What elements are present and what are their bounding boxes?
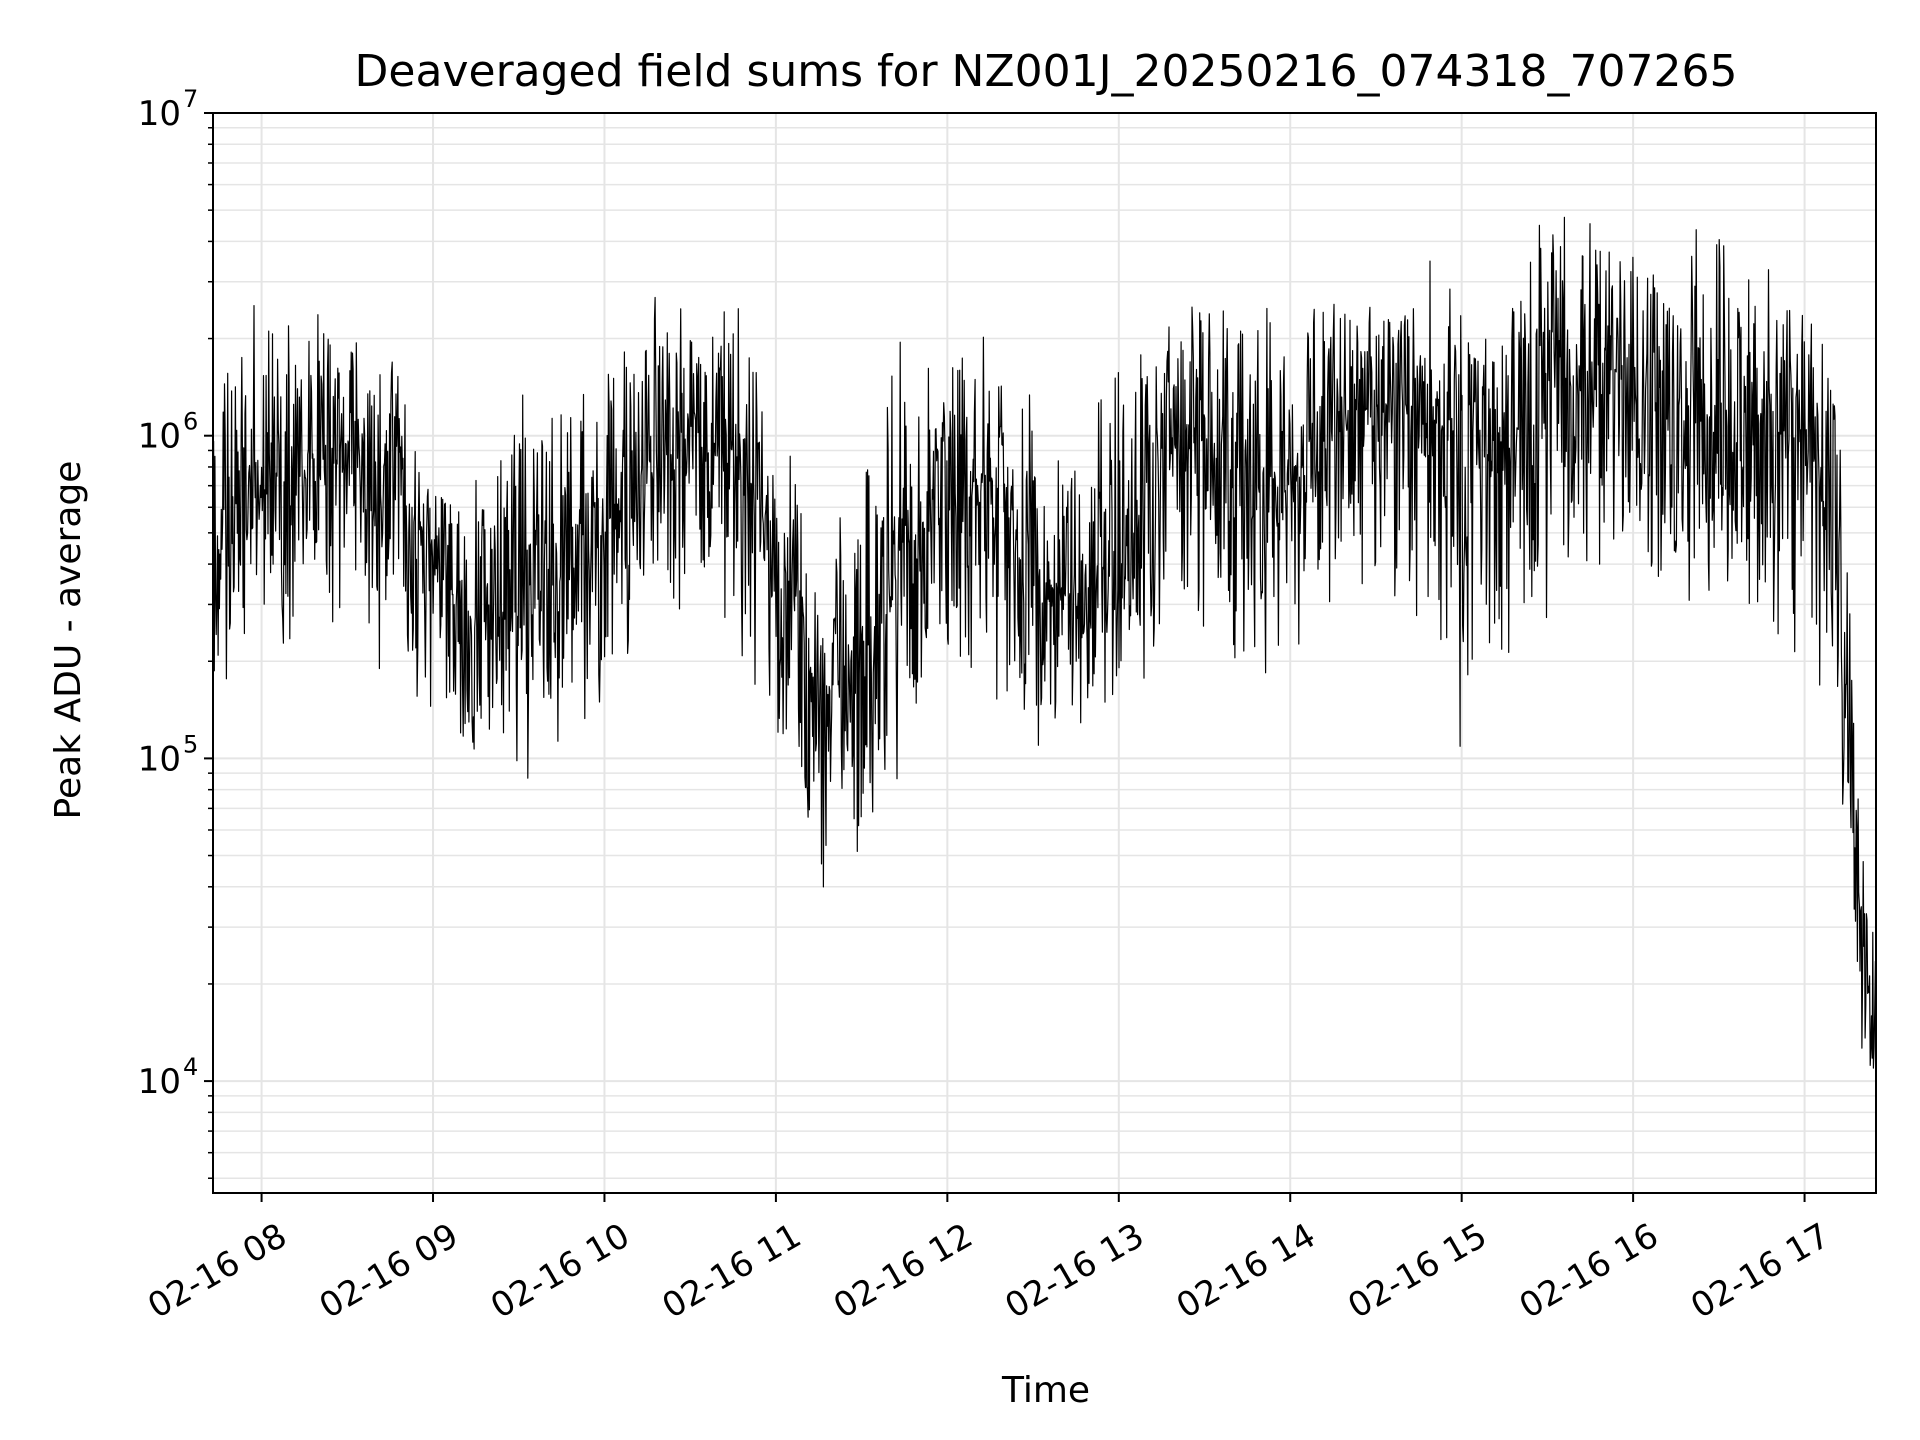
y-tick-exponent: 4 xyxy=(183,1053,198,1081)
x-axis-label: Time xyxy=(1001,1370,1090,1411)
x-tick-label: 02-16 12 xyxy=(827,1216,979,1327)
axes-frame xyxy=(212,112,1877,1194)
x-tick-label: 02-16 08 xyxy=(141,1216,293,1327)
x-tick-label: 02-16 13 xyxy=(998,1216,1150,1327)
y-tick-label: 10 xyxy=(138,739,181,779)
x-tick-label: 02-16 16 xyxy=(1513,1216,1665,1327)
y-tick-label: 10 xyxy=(138,417,181,457)
data-series xyxy=(212,216,1877,1121)
x-tick-label: 02-16 10 xyxy=(484,1216,636,1327)
x-tick-label: 02-16 11 xyxy=(656,1216,808,1327)
y-tick-label: 10 xyxy=(138,94,181,134)
y-axis-label: Peak ADU - average xyxy=(48,461,89,820)
x-tick-label: 02-16 17 xyxy=(1684,1216,1836,1327)
y-tick-label: 10 xyxy=(138,1062,181,1102)
y-tick-exponent: 6 xyxy=(183,408,198,436)
x-tick-label: 02-16 15 xyxy=(1341,1216,1493,1327)
series-line xyxy=(212,216,1877,1121)
x-tick-label: 02-16 09 xyxy=(313,1216,465,1327)
chart-title: Deaveraged field sums for NZ001J_2025021… xyxy=(355,46,1738,97)
y-tick-exponent: 7 xyxy=(183,85,198,113)
x-tick-label: 02-16 14 xyxy=(1170,1216,1322,1327)
y-tick-exponent: 5 xyxy=(183,730,198,758)
